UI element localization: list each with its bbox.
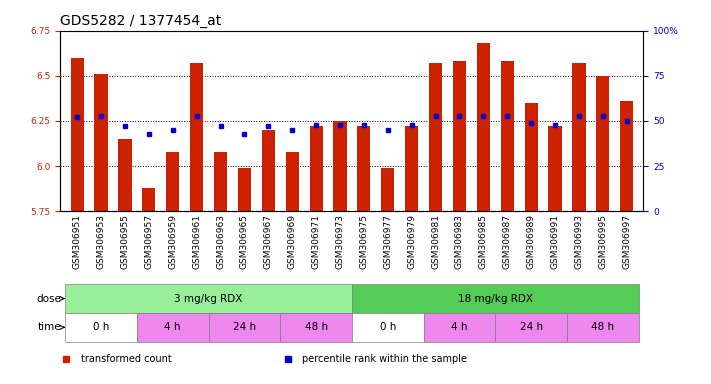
Bar: [208, 313, 280, 342]
Text: GDS5282 / 1377454_at: GDS5282 / 1377454_at: [60, 14, 222, 28]
Text: 0 h: 0 h: [380, 322, 396, 333]
Bar: [548, 126, 562, 211]
Bar: [352, 284, 638, 313]
Bar: [453, 61, 466, 211]
Bar: [405, 126, 418, 211]
Bar: [309, 126, 323, 211]
Text: 3 mg/kg RDX: 3 mg/kg RDX: [174, 293, 242, 304]
Text: transformed count: transformed count: [81, 354, 171, 364]
Bar: [70, 58, 84, 211]
Bar: [381, 168, 395, 211]
Bar: [429, 63, 442, 211]
Text: 24 h: 24 h: [233, 322, 256, 333]
Bar: [572, 63, 586, 211]
Bar: [214, 152, 227, 211]
Bar: [137, 313, 208, 342]
Bar: [496, 313, 567, 342]
Bar: [286, 152, 299, 211]
Bar: [142, 188, 156, 211]
Bar: [118, 139, 132, 211]
Text: 4 h: 4 h: [451, 322, 468, 333]
Bar: [352, 313, 424, 342]
Text: 0 h: 0 h: [93, 322, 109, 333]
Text: 24 h: 24 h: [520, 322, 542, 333]
Bar: [597, 76, 609, 211]
Bar: [65, 284, 352, 313]
Text: dose: dose: [36, 293, 64, 304]
Bar: [95, 74, 107, 211]
Text: percentile rank within the sample: percentile rank within the sample: [302, 354, 467, 364]
Bar: [190, 63, 203, 211]
Bar: [424, 313, 496, 342]
Bar: [280, 313, 352, 342]
Bar: [333, 121, 346, 211]
Bar: [567, 313, 638, 342]
Bar: [358, 126, 370, 211]
Text: 18 mg/kg RDX: 18 mg/kg RDX: [458, 293, 533, 304]
Text: time: time: [37, 322, 64, 333]
Bar: [65, 313, 137, 342]
Bar: [262, 130, 275, 211]
Text: 48 h: 48 h: [592, 322, 614, 333]
Text: 48 h: 48 h: [304, 322, 328, 333]
Text: 4 h: 4 h: [164, 322, 181, 333]
Bar: [166, 152, 179, 211]
Bar: [525, 103, 538, 211]
Bar: [501, 61, 514, 211]
Bar: [238, 168, 251, 211]
Bar: [477, 43, 490, 211]
Bar: [620, 101, 634, 211]
